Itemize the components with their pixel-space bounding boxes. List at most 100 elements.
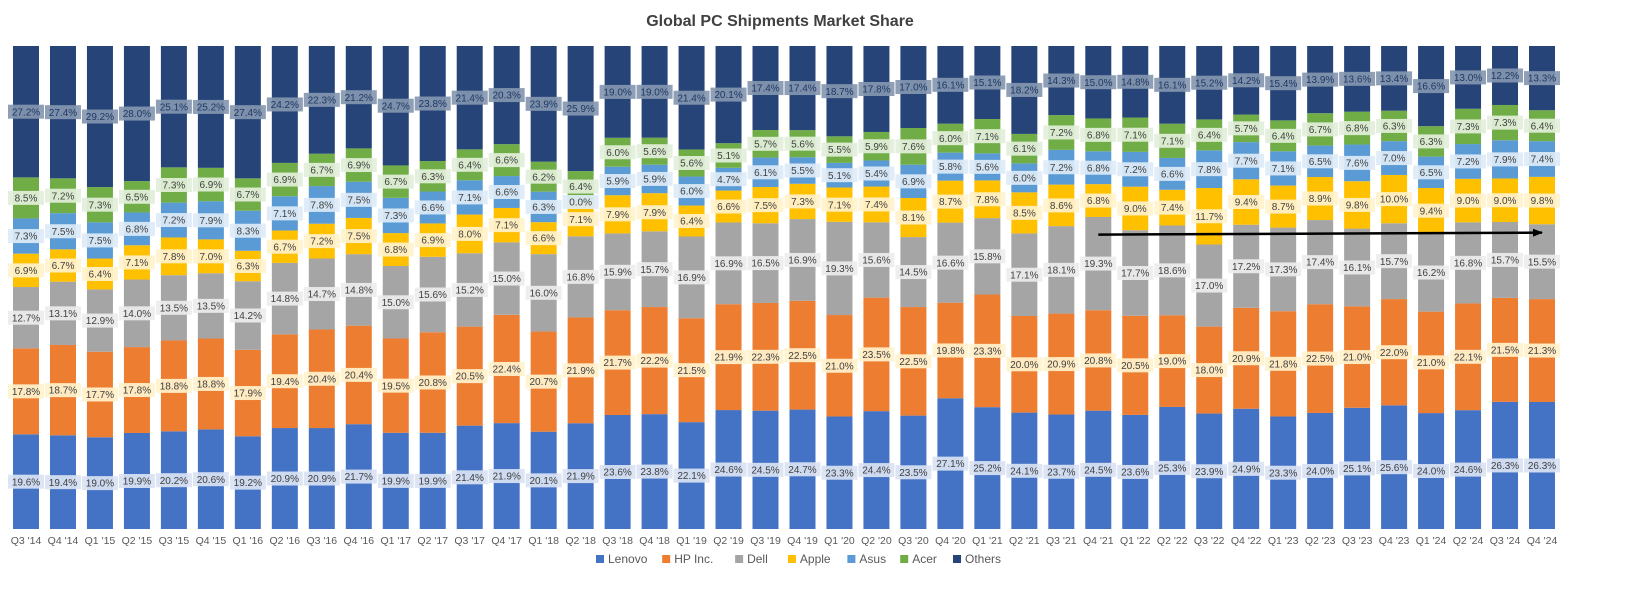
legend-swatch <box>953 555 961 563</box>
data-label-bg <box>525 374 562 389</box>
data-label-text: 24.2% <box>271 100 299 111</box>
data-label-text: 23.9% <box>529 99 557 110</box>
data-label-bg <box>1524 152 1560 167</box>
data-label-apple: 6.8% <box>377 242 414 257</box>
data-label-bg <box>784 81 821 96</box>
data-label-bg <box>1043 160 1080 175</box>
data-label-hp-inc: 22.5% <box>1302 351 1339 366</box>
data-label-bg <box>562 195 599 210</box>
data-label-apple: 9.4% <box>1228 195 1265 210</box>
data-label-acer: 8.5% <box>8 190 44 205</box>
data-label-bg <box>377 208 414 223</box>
data-label-lenovo: 20.1% <box>525 473 562 488</box>
x-tick-label: Q4 '24 <box>1527 535 1558 547</box>
data-label-hp-inc: 20.8% <box>414 375 451 390</box>
data-label-apple: 6.6% <box>710 199 747 214</box>
data-label-text: 13.5% <box>197 301 225 312</box>
data-label-apple: 6.4% <box>81 266 118 281</box>
data-label-dell: 17.7% <box>1117 266 1154 280</box>
data-label-bg <box>1302 351 1339 366</box>
data-label-text: 19.3% <box>825 264 853 275</box>
data-label-bg <box>1265 465 1302 480</box>
data-label-bg <box>451 90 488 105</box>
data-label-text: 9.4% <box>1235 198 1258 209</box>
data-label-text: 6.8% <box>126 224 149 235</box>
data-label-acer: 6.3% <box>414 169 451 184</box>
x-tick-label: Q3 '22 <box>1194 535 1225 547</box>
data-label-bg <box>266 206 303 221</box>
data-label-bg <box>377 295 414 310</box>
x-tick-label: Q4 '16 <box>343 535 374 547</box>
data-label-asus: 7.2% <box>1117 162 1154 177</box>
data-label-hp-inc: 22.4% <box>488 361 525 376</box>
data-label-text: 6.8% <box>384 245 407 256</box>
data-label-bg <box>1487 458 1524 473</box>
data-label-text: 7.3% <box>163 181 186 192</box>
data-label-bg <box>266 291 303 306</box>
data-label-text: 21.5% <box>1491 345 1519 356</box>
data-label-text: 20.4% <box>345 371 373 382</box>
data-label-apple: 8.6% <box>1043 198 1080 213</box>
data-label-hp-inc: 22.3% <box>747 349 784 364</box>
x-axis-tick-labels: Q3 '14 Q4 '14 Q1 '15 Q2 '15 Q3 '15 Q4 '15 Q1 '… <box>11 535 1558 547</box>
x-tick-label: Q4 '15 <box>196 535 227 547</box>
data-label-text: 6.9% <box>15 266 38 277</box>
data-label-bg <box>451 157 488 172</box>
data-label-bg <box>525 96 562 111</box>
data-label-bg <box>1228 153 1265 168</box>
data-label-text: 7.3% <box>89 200 112 211</box>
data-label-dell: 16.6% <box>932 255 969 270</box>
data-label-bg <box>1339 260 1376 275</box>
data-label-text: 7.6% <box>902 142 925 153</box>
data-label-dell: 17.2% <box>1228 259 1265 274</box>
data-label-hp-inc: 17.8% <box>118 383 155 398</box>
data-label-bg <box>44 224 81 239</box>
data-label-others: 27.2% <box>8 104 44 119</box>
data-label-bg <box>81 476 118 491</box>
data-label-hp-inc: 20.0% <box>1006 357 1043 372</box>
data-label-bg <box>1450 119 1487 134</box>
data-label-text: 7.2% <box>1050 128 1073 139</box>
data-label-bg <box>932 77 969 92</box>
data-label-text: 14.8% <box>1121 77 1149 88</box>
data-label-text: 14.2% <box>234 311 262 322</box>
data-label-text: 6.6% <box>1161 169 1184 180</box>
data-label-bg <box>1450 349 1487 364</box>
data-label-dell: 18.1% <box>1043 262 1080 277</box>
x-tick-label: Q3 '14 <box>11 535 42 547</box>
data-label-others: 17.4% <box>784 81 821 96</box>
data-label-text: 15.0% <box>382 298 410 309</box>
data-label-text: 5.6% <box>643 147 666 158</box>
data-label-bg <box>1191 278 1228 293</box>
data-label-bg <box>1339 121 1376 136</box>
data-label-asus: 6.8% <box>118 221 155 236</box>
data-label-acer: 6.7% <box>229 187 266 202</box>
data-label-bg <box>266 374 303 389</box>
data-label-text: 6.5% <box>1309 157 1332 168</box>
data-label-apple: 8.5% <box>1006 205 1043 220</box>
data-label-bg <box>599 145 636 160</box>
data-label-bg <box>8 190 44 205</box>
data-label-text: 15.5% <box>1528 257 1556 268</box>
data-label-bg <box>1191 209 1228 224</box>
data-label-apple: 7.9% <box>636 205 673 220</box>
data-label-acer: 6.7% <box>1302 122 1339 137</box>
data-label-bg <box>821 142 858 157</box>
data-label-bg <box>414 375 451 390</box>
data-label-bg <box>1228 121 1265 136</box>
data-label-text: 8.9% <box>1309 194 1332 205</box>
data-label-text: 6.3% <box>532 203 555 214</box>
data-label-bg <box>377 378 414 393</box>
data-label-text: 14.8% <box>345 286 373 297</box>
data-label-text: 7.1% <box>569 215 592 226</box>
data-label-apple: 7.3% <box>784 194 821 209</box>
data-label-bg <box>1413 203 1450 218</box>
data-label-text: 22.4% <box>493 365 521 376</box>
data-label-hp-inc: 20.8% <box>1080 353 1117 368</box>
data-label-hp-inc: 20.7% <box>525 374 562 389</box>
data-label-asus: 7.9% <box>1487 152 1524 167</box>
data-label-bg <box>340 90 377 105</box>
data-label-bg <box>1339 155 1376 170</box>
data-label-text: 7.3% <box>791 197 814 208</box>
data-label-text: 0.0% <box>569 198 592 209</box>
